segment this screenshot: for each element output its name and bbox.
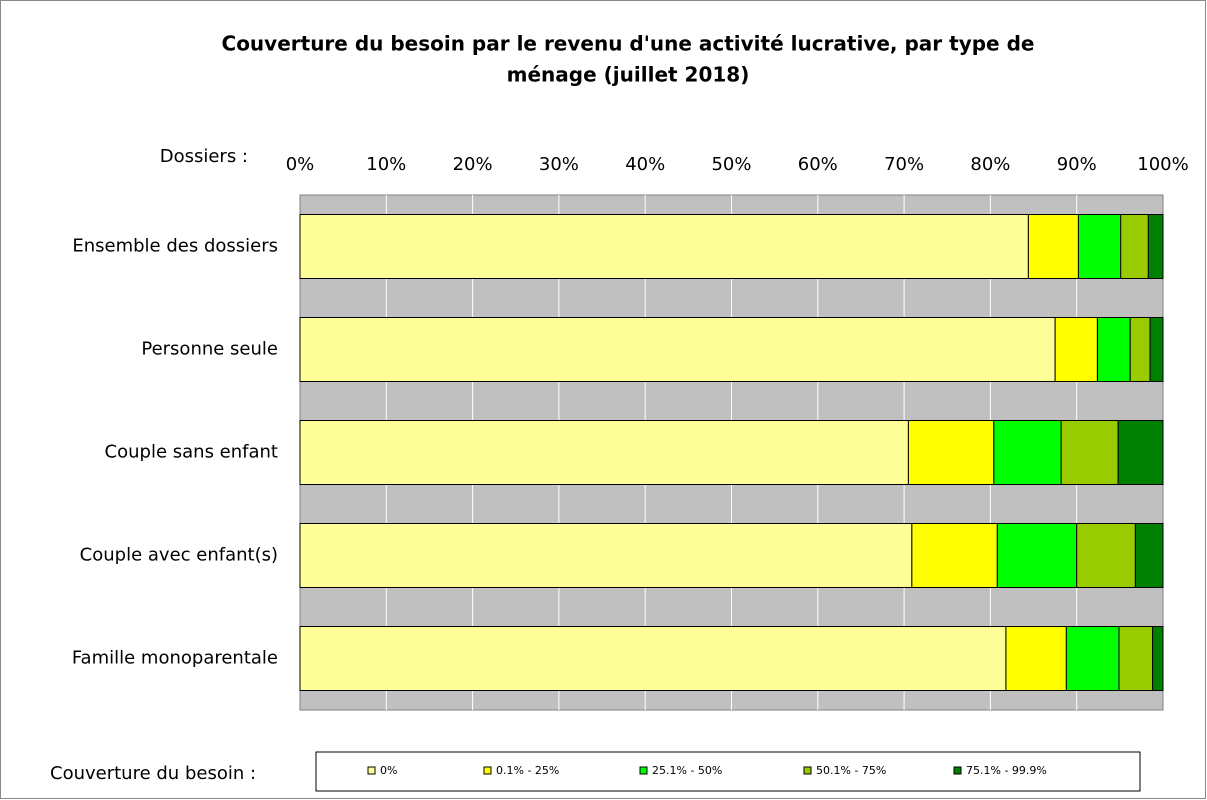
bar-segment	[1117, 420, 1164, 485]
bar-segment	[1005, 626, 1067, 691]
bar-segment	[1077, 214, 1122, 279]
legend-swatch	[639, 766, 648, 775]
x-tick-label: 70%	[884, 154, 924, 175]
bar-segment	[1134, 523, 1164, 588]
bar-segment	[299, 317, 1056, 382]
bar-segment	[299, 214, 1029, 279]
x-tick-label: 20%	[453, 154, 493, 175]
x-tick-label: 0%	[286, 154, 315, 175]
y-tick-label: Ensemble des dossiers	[72, 236, 278, 257]
y-tick-label: Couple avec enfant(s)	[80, 545, 278, 566]
bar-segment	[993, 420, 1062, 485]
chart-title: Couverture du besoin par le revenu d'une…	[222, 32, 1035, 56]
legend-swatch	[367, 766, 376, 775]
legend-swatch	[483, 766, 492, 775]
legend-box	[315, 751, 1141, 792]
bar-segment	[1118, 626, 1154, 691]
legend-label: 75.1% - 99.9%	[966, 764, 1047, 777]
bar-segment	[1076, 523, 1136, 588]
bar-segment	[1147, 214, 1164, 279]
bar-segment	[1096, 317, 1131, 382]
x-tick-label: 60%	[798, 154, 838, 175]
x-tick-label: 40%	[625, 154, 665, 175]
y-axis-label: Dossiers :	[160, 146, 248, 167]
bar-segment	[1060, 420, 1119, 485]
bar-segment	[1054, 317, 1098, 382]
bar-segment	[1129, 317, 1151, 382]
legend-swatch	[953, 766, 962, 775]
x-tick-label: 90%	[1057, 154, 1097, 175]
bar-segment	[1152, 626, 1164, 691]
x-tick-label: 10%	[366, 154, 406, 175]
bar-segment	[1120, 214, 1149, 279]
bar-segment	[1149, 317, 1164, 382]
bar-segment	[1027, 214, 1079, 279]
legend-label: 25.1% - 50%	[652, 764, 722, 777]
legend-label: 0%	[380, 764, 397, 777]
legend-label: 50.1% - 75%	[816, 764, 886, 777]
x-tick-label: 30%	[539, 154, 579, 175]
bar-segment	[299, 626, 1007, 691]
bar-segment	[911, 523, 998, 588]
chart-subtitle: ménage (juillet 2018)	[507, 63, 750, 87]
x-tick-label: 50%	[711, 154, 751, 175]
bar-segment	[907, 420, 995, 485]
bar-segment	[299, 523, 913, 588]
bar-segment	[1065, 626, 1120, 691]
x-tick-label: 100%	[1137, 154, 1188, 175]
y-tick-label: Famille monoparentale	[72, 648, 278, 669]
bar-segment	[996, 523, 1078, 588]
x-tick-label: 80%	[970, 154, 1010, 175]
y-tick-label: Personne seule	[141, 339, 278, 360]
legend-label: 0.1% - 25%	[496, 764, 559, 777]
y-tick-label: Couple sans enfant	[105, 442, 278, 463]
legend-title: Couverture du besoin :	[50, 763, 256, 784]
legend-swatch	[803, 766, 812, 775]
bar-segment	[299, 420, 909, 485]
